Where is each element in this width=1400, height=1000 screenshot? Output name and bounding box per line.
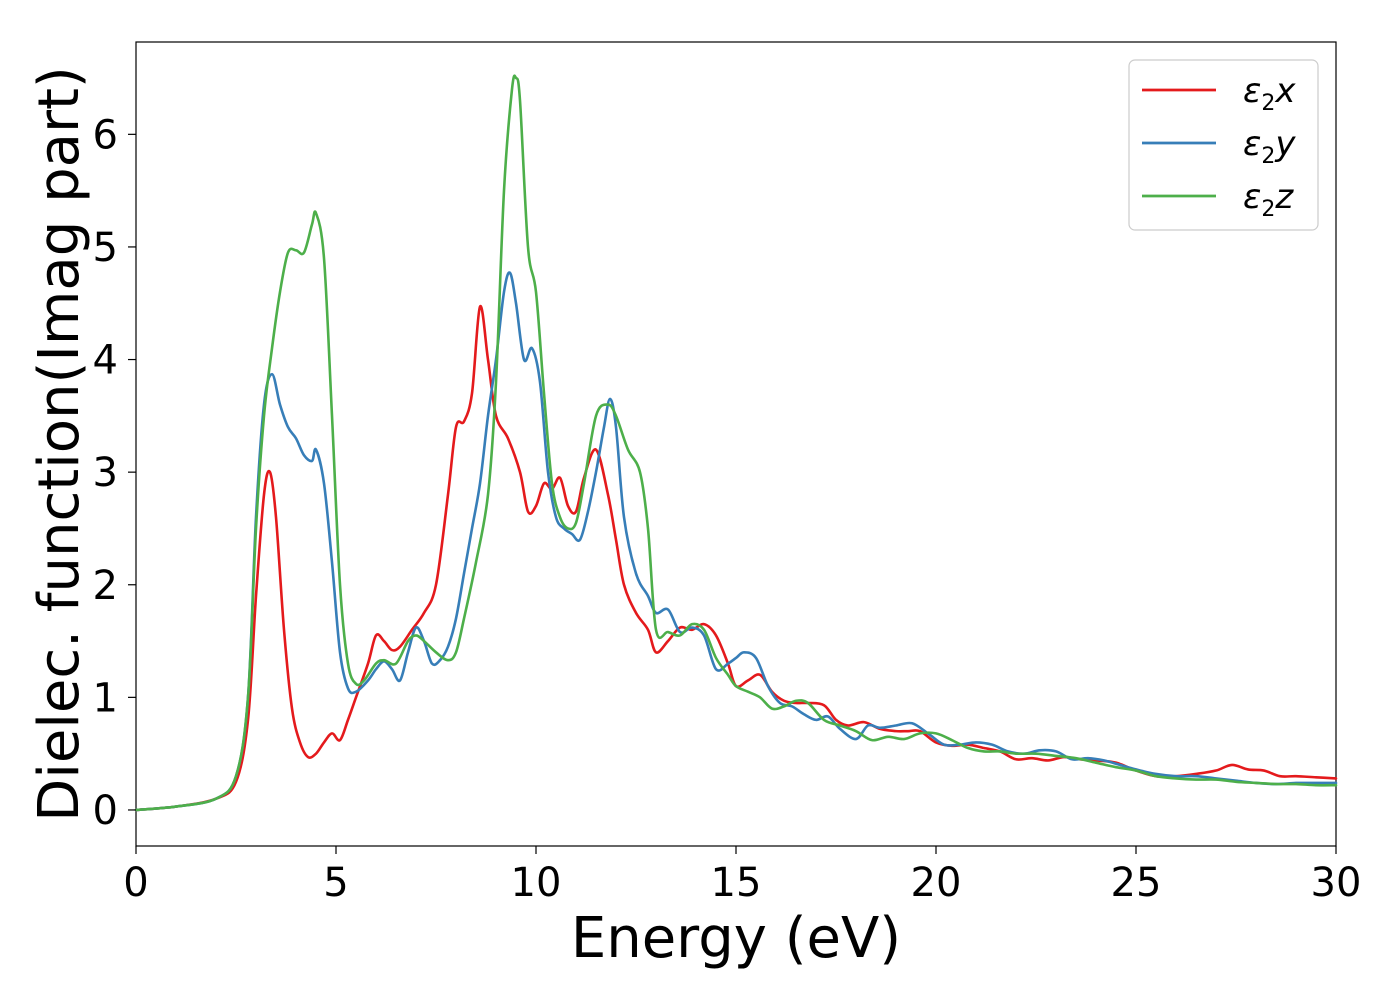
x-tick-label: 20 bbox=[911, 860, 962, 906]
x-tick-label: 25 bbox=[1111, 860, 1162, 906]
y-tick-label: 2 bbox=[93, 563, 118, 609]
y-axis: 0 1 2 3 4 5 6 bbox=[93, 112, 136, 834]
legend: ε2x ε2y ε2z bbox=[1128, 59, 1319, 231]
y-tick-label: 4 bbox=[93, 338, 118, 384]
series-layer bbox=[134, 74, 1338, 812]
series-line-z bbox=[134, 74, 1338, 812]
y-tick-label: 3 bbox=[93, 450, 118, 496]
y-tick-label: 1 bbox=[93, 675, 118, 721]
y-axis-title: Dielec. function(Imag part) bbox=[27, 66, 92, 822]
x-axis: 0 5 10 15 20 25 30 bbox=[123, 846, 1361, 906]
x-tick-label: 15 bbox=[711, 860, 762, 906]
series-line-x bbox=[134, 305, 1338, 812]
legend-label-x: ε2x bbox=[1243, 71, 1296, 116]
y-tick-label: 6 bbox=[93, 112, 118, 158]
y-tick-label: 5 bbox=[93, 225, 118, 271]
x-tick-label: 5 bbox=[323, 860, 348, 906]
legend-label-y: ε2y bbox=[1243, 124, 1296, 169]
legend-label-z: ε2z bbox=[1243, 177, 1294, 222]
legend-box bbox=[1128, 59, 1319, 231]
y-tick-label: 0 bbox=[93, 788, 118, 834]
x-axis-title: Energy (eV) bbox=[571, 906, 901, 971]
x-tick-label: 10 bbox=[511, 860, 562, 906]
x-tick-label: 0 bbox=[123, 860, 148, 906]
x-tick-label: 30 bbox=[1311, 860, 1362, 906]
